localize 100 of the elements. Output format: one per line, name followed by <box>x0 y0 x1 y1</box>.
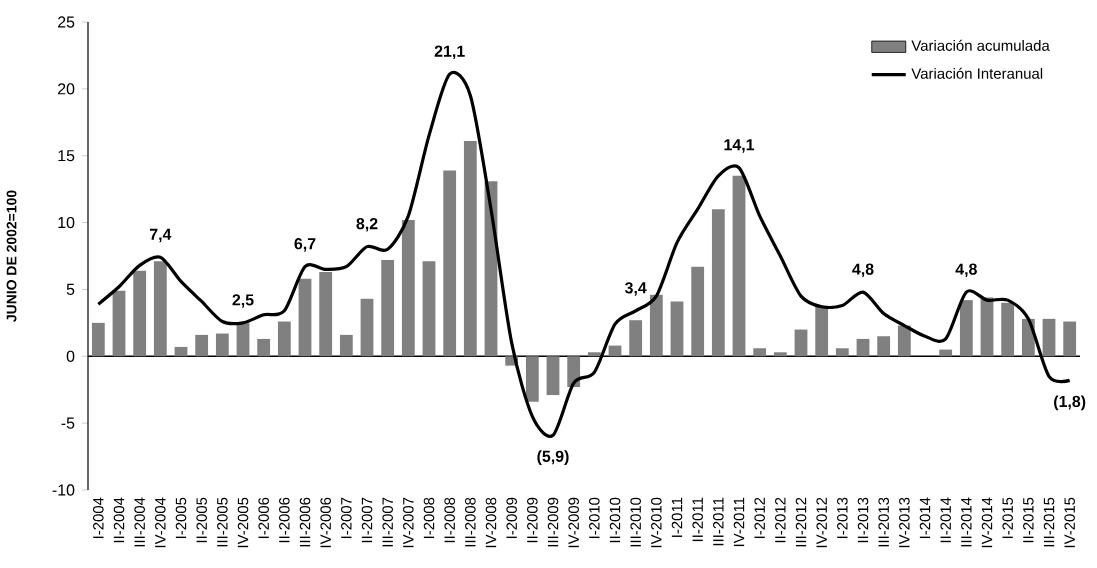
x-tick-label: IV-2008 <box>485 497 497 548</box>
x-tick-label: II-2010 <box>609 497 621 543</box>
data-label: 4,8 <box>852 263 874 278</box>
x-tick-label: IV-2014 <box>981 497 993 548</box>
bar <box>381 260 395 357</box>
x-tick-label: II-2004 <box>113 497 125 543</box>
x-tick-label: III-2007 <box>382 497 393 547</box>
y-tick-label: 0 <box>66 350 75 362</box>
x-tick-label: IV-2009 <box>568 497 579 548</box>
bar <box>1001 302 1015 357</box>
bar <box>174 346 188 357</box>
bar <box>525 356 539 402</box>
x-tick-label: II-2009 <box>527 497 538 543</box>
x-tick-label: II-2014 <box>940 497 951 543</box>
bar <box>463 141 477 357</box>
bar <box>877 336 891 357</box>
bar <box>339 334 353 357</box>
bar <box>753 348 767 357</box>
x-tick-label: IV-2010 <box>651 497 662 548</box>
x-tick-label: II-2012 <box>775 497 786 543</box>
bar <box>277 321 291 357</box>
bar <box>587 352 601 357</box>
y-tick-label: 15 <box>58 150 75 162</box>
x-tick-label: IV-2006 <box>320 497 331 548</box>
data-label: 14,1 <box>724 139 755 153</box>
legend-label: Variación acumulada <box>911 39 1050 51</box>
bar <box>567 356 581 388</box>
bar <box>794 329 808 357</box>
x-tick-label: III-2013 <box>878 497 889 547</box>
x-tick-label: III-2005 <box>217 497 228 547</box>
x-tick-label: II-2013 <box>857 497 869 543</box>
bar <box>815 305 829 357</box>
x-tick-label: I-2009 <box>506 497 517 539</box>
data-label: (5,9) <box>537 450 569 466</box>
bar <box>670 301 684 357</box>
x-tick-label: III-2008 <box>465 497 476 547</box>
bar <box>1042 318 1056 357</box>
x-tick-label: III-2011 <box>713 497 724 546</box>
data-label: 3,4 <box>624 282 647 296</box>
x-tick-label: II-2006 <box>279 497 290 543</box>
x-tick-label: I-2010 <box>589 497 600 539</box>
x-tick-label: III-2012 <box>795 497 807 547</box>
x-tick-label: III-2015 <box>1043 497 1055 547</box>
x-tick-label: I-2004 <box>93 497 104 539</box>
bar <box>939 349 953 357</box>
x-tick-label: II-2015 <box>1023 497 1034 543</box>
bar <box>629 320 643 357</box>
bar <box>897 325 911 357</box>
x-tick-label: III-2010 <box>630 497 641 547</box>
x-tick-label: III-2014 <box>961 497 972 547</box>
y-tick-label: 10 <box>58 216 75 229</box>
bar <box>773 352 787 357</box>
bar <box>298 278 312 357</box>
bar <box>319 272 333 357</box>
x-tick-label: I-2005 <box>175 497 187 539</box>
x-tick-label: IV-2004 <box>155 497 166 548</box>
x-tick-label: I-2014 <box>919 497 931 539</box>
data-label: 4,8 <box>955 263 977 278</box>
x-tick-label: IV-2012 <box>816 497 827 548</box>
data-label: (1,8) <box>1054 395 1086 411</box>
bar <box>422 261 436 357</box>
x-tick-label: I-2008 <box>423 497 435 539</box>
x-tick-label: II-2011 <box>692 497 703 542</box>
x-tick-label: I-2013 <box>837 497 848 539</box>
bar <box>691 266 705 357</box>
x-tick-label: IV-2007 <box>403 497 414 548</box>
data-label: 6,7 <box>294 238 316 252</box>
x-tick-label: II-2007 <box>361 497 373 543</box>
bar <box>91 322 105 357</box>
bar <box>195 334 209 357</box>
x-tick-label: IV-2013 <box>899 497 910 548</box>
y-tick-label: 20 <box>58 83 75 95</box>
bar <box>153 261 167 357</box>
x-tick-label: III-2004 <box>134 497 145 547</box>
y-tick-label: -10 <box>52 484 75 496</box>
data-label: 7,4 <box>149 228 172 243</box>
legend-label: Variación Interanual <box>911 67 1043 79</box>
bar <box>959 300 973 357</box>
bar <box>257 338 271 357</box>
x-tick-label: III-2006 <box>299 497 311 547</box>
bar <box>401 219 415 357</box>
bar <box>711 209 725 357</box>
bar <box>835 348 849 357</box>
bar <box>856 338 870 357</box>
x-tick-label: I-2011 <box>671 497 683 537</box>
x-tick-label: IV-2005 <box>237 497 249 548</box>
y-tick-label: 25 <box>58 16 75 28</box>
data-label: 8,2 <box>356 218 378 232</box>
y-axis-title: JUNIO DE 2002=100 <box>6 190 17 322</box>
bar <box>649 294 663 357</box>
x-tick-label: IV-2011 <box>733 497 745 547</box>
x-tick-label: I-2006 <box>258 497 269 539</box>
bar <box>732 175 746 357</box>
x-tick-label: I-2015 <box>1002 497 1013 539</box>
bar <box>215 333 229 357</box>
data-label: 2,5 <box>232 294 254 308</box>
bar <box>133 270 147 357</box>
x-tick-label: IV-2015 <box>1064 497 1075 548</box>
y-tick-label: 5 <box>66 283 75 295</box>
x-tick-label: I-2007 <box>341 497 352 539</box>
